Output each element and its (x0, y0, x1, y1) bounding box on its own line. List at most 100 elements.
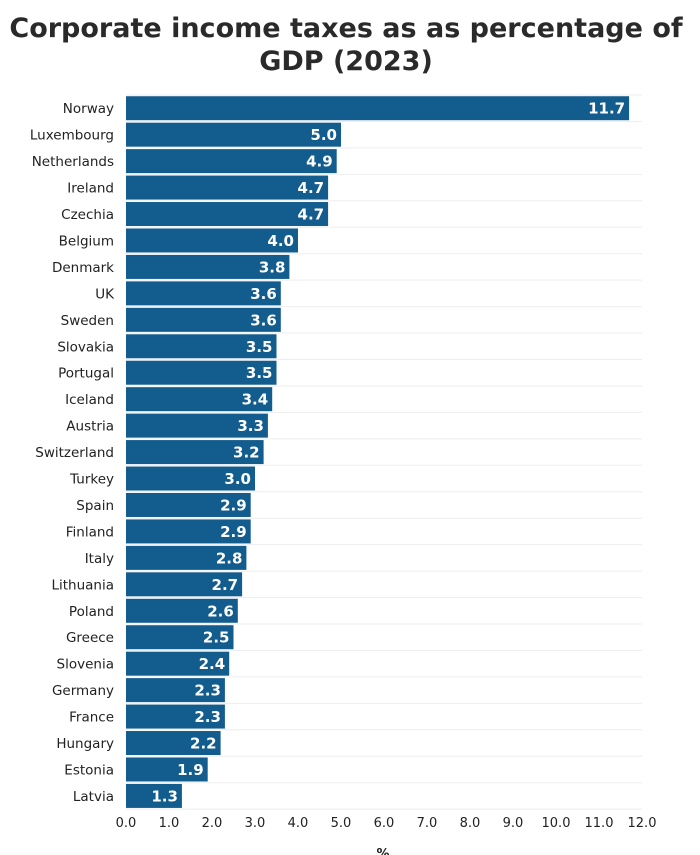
x-tick-label: 10.0 (542, 816, 571, 831)
bar (126, 757, 208, 782)
data-label: 1.3 (151, 787, 178, 805)
data-label: 4.0 (267, 232, 294, 250)
category-label: Estonia (64, 762, 114, 778)
category-label: Italy (85, 551, 114, 567)
x-axis-ticks: 0.0 1.0 2.0 3.0 4.0 5.0 6.0 7.0 8.0 9.0 10.0 11.0 12… (116, 816, 657, 831)
data-label: 2.4 (199, 655, 226, 673)
data-label: 3.5 (246, 338, 273, 356)
chart-title: Corporate income taxes as as percentage … (9, 13, 683, 77)
category-label: Poland (69, 604, 114, 620)
data-label: 1.9 (177, 761, 204, 779)
bar (126, 545, 247, 570)
category-label: Netherlands (32, 154, 114, 170)
data-label: 2.6 (207, 602, 234, 620)
bar (126, 387, 273, 412)
x-tick-label: 3.0 (245, 816, 266, 831)
category-label: Norway (63, 101, 114, 117)
data-label: 11.7 (588, 100, 625, 118)
data-label: 4.7 (298, 179, 325, 197)
bar (126, 492, 251, 517)
category-label: Lithuania (51, 577, 114, 593)
category-label: Germany (52, 683, 114, 699)
category-label: Luxembourg (30, 128, 114, 144)
bar (126, 122, 341, 147)
data-label: 3.8 (259, 258, 286, 276)
bar (126, 440, 264, 465)
category-label: Latvia (73, 789, 114, 805)
bar (126, 334, 277, 359)
x-tick-label: 12.0 (628, 816, 657, 831)
bar (126, 572, 243, 597)
category-label: Greece (66, 630, 114, 646)
x-tick-label: 0.0 (116, 816, 137, 831)
bar (126, 202, 329, 227)
x-tick-label: 11.0 (585, 816, 614, 831)
data-label: 2.8 (216, 549, 243, 567)
category-label: UK (95, 286, 115, 302)
category-label: Czechia (61, 207, 114, 223)
bar (126, 149, 337, 174)
x-axis-label: % (376, 847, 389, 855)
x-tick-label: 1.0 (159, 816, 180, 831)
bar (126, 175, 329, 200)
data-label: 3.4 (242, 391, 269, 409)
category-label: Sweden (61, 313, 114, 329)
bar (126, 731, 221, 756)
bar (126, 281, 281, 306)
x-tick-label: 5.0 (331, 816, 352, 831)
data-label: 2.5 (203, 629, 230, 647)
x-tick-label: 6.0 (374, 816, 395, 831)
data-label: 4.9 (306, 153, 333, 171)
grid-lines (126, 94, 642, 810)
category-label: Belgium (59, 233, 114, 249)
bar (126, 651, 230, 676)
value-labels: 11.75.04.94.74.74.03.83.63.63.53.53.43.3… (151, 100, 625, 806)
bar (126, 625, 234, 650)
x-tick-label: 9.0 (503, 816, 524, 831)
x-tick-label: 4.0 (288, 816, 309, 831)
bar (126, 466, 255, 491)
bar (126, 783, 182, 808)
category-label: Slovakia (57, 339, 114, 355)
category-label: France (69, 710, 114, 726)
category-labels: Norway Luxembourg Netherlands Ireland Czechi… (30, 101, 115, 805)
bar (126, 413, 268, 438)
category-label: Switzerland (35, 445, 114, 461)
category-label: Turkey (69, 472, 114, 488)
data-label: 2.2 (190, 735, 217, 753)
x-tick-label: 7.0 (417, 816, 438, 831)
category-label: Spain (76, 498, 114, 514)
bar (126, 598, 238, 623)
bars (126, 96, 630, 808)
data-label: 2.3 (194, 682, 221, 700)
category-label: Iceland (65, 392, 114, 408)
data-label: 2.7 (212, 576, 239, 594)
data-label: 3.6 (250, 311, 277, 329)
data-label: 3.6 (250, 285, 277, 303)
bar (126, 307, 281, 332)
category-label: Slovenia (57, 657, 114, 673)
category-label: Denmark (52, 260, 114, 276)
data-label: 3.5 (246, 364, 273, 382)
x-tick-label: 8.0 (460, 816, 481, 831)
data-label: 2.9 (220, 496, 247, 514)
data-label: 4.7 (298, 206, 325, 224)
category-label: Ireland (67, 181, 114, 197)
bar (126, 704, 225, 729)
category-label: Austria (66, 419, 114, 435)
data-label: 3.2 (233, 444, 260, 462)
bar (126, 360, 277, 385)
bar (126, 254, 290, 279)
category-label: Portugal (58, 366, 114, 382)
data-label: 5.0 (310, 126, 337, 144)
data-label: 3.0 (224, 470, 251, 488)
bar (126, 228, 298, 253)
bar (126, 678, 225, 703)
x-tick-label: 2.0 (202, 816, 223, 831)
bar (126, 96, 630, 121)
category-label: Finland (66, 524, 114, 540)
data-label: 2.3 (194, 708, 221, 726)
data-label: 2.9 (220, 523, 247, 541)
bar (126, 519, 251, 544)
